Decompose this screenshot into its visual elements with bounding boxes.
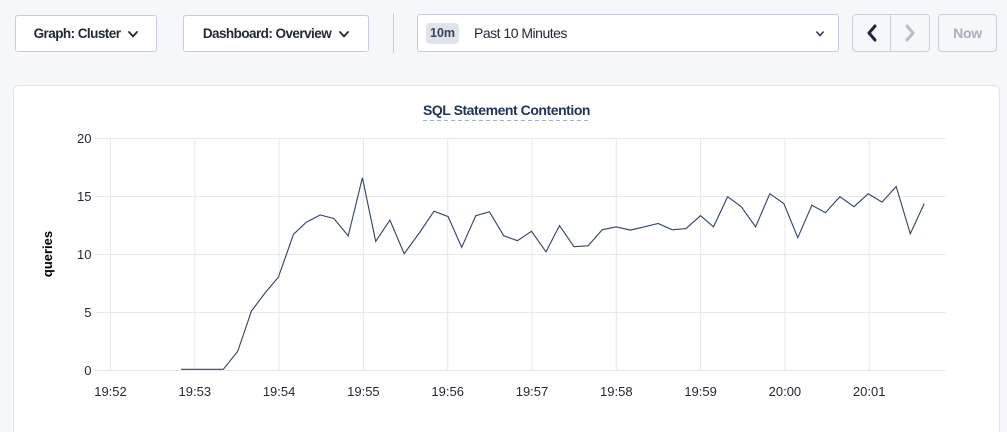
svg-text:19:59: 19:59 [684,384,717,399]
svg-text:queries: queries [40,231,55,277]
svg-text:19:57: 19:57 [516,384,549,399]
svg-text:19:53: 19:53 [179,384,212,399]
svg-text:19:56: 19:56 [431,384,464,399]
svg-text:19:52: 19:52 [94,384,127,399]
svg-text:0: 0 [84,363,91,378]
svg-text:20:00: 20:00 [769,384,802,399]
svg-text:10: 10 [77,247,91,262]
svg-text:20:01: 20:01 [853,384,886,399]
svg-text:19:55: 19:55 [347,384,380,399]
svg-text:19:54: 19:54 [263,384,296,399]
svg-text:5: 5 [84,305,91,320]
svg-text:15: 15 [77,189,91,204]
svg-text:20: 20 [77,131,91,146]
svg-text:19:58: 19:58 [600,384,633,399]
